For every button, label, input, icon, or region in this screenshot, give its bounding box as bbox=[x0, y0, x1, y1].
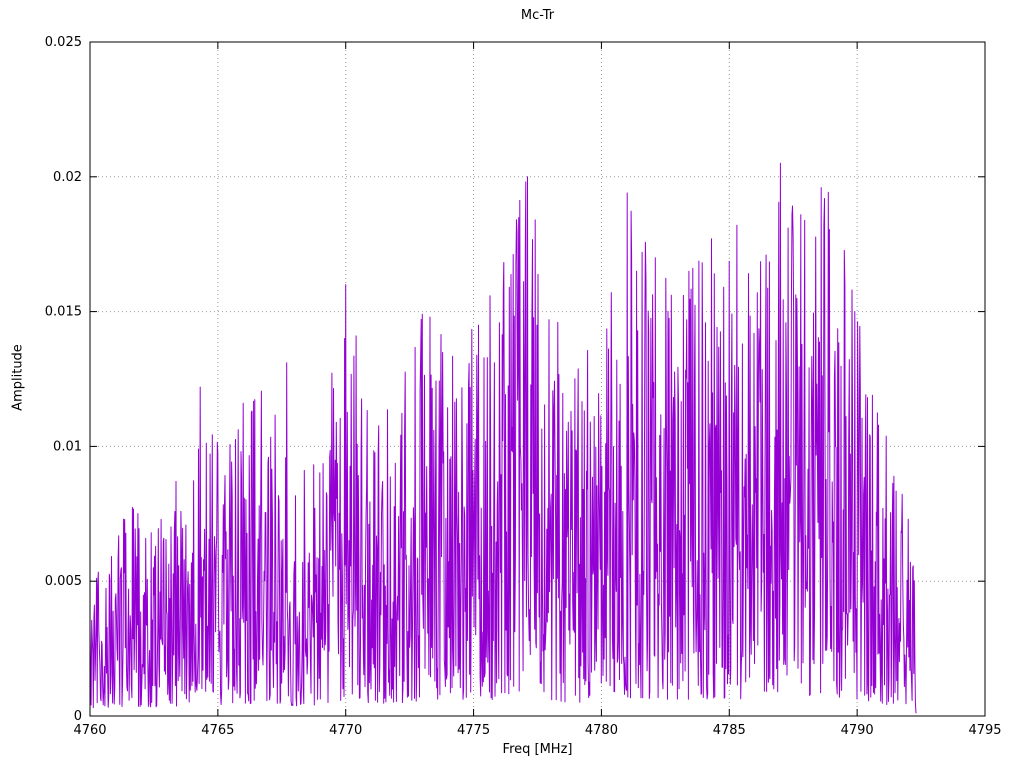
x-tick-label: 4780 bbox=[585, 723, 618, 738]
x-tick-labels: 4760 4765 4770 4775 4780 4785 4790 4795 bbox=[73, 723, 1001, 738]
spectrum-trace bbox=[89, 162, 917, 714]
y-tick-label: 0.02 bbox=[53, 170, 82, 185]
plot-border bbox=[89, 41, 986, 717]
x-tick-label: 4770 bbox=[329, 723, 362, 738]
x-axis-label: Freq [MHz] bbox=[502, 742, 573, 757]
x-tick-label: 4790 bbox=[841, 723, 874, 738]
y-tick-label: 0.01 bbox=[53, 439, 82, 454]
chart-title: Mc-Tr bbox=[520, 8, 555, 23]
x-tick-label: 4795 bbox=[968, 723, 1001, 738]
y-tick-label: 0.025 bbox=[45, 35, 82, 50]
tick-marks bbox=[89, 41, 986, 717]
x-tick-label: 4760 bbox=[73, 723, 106, 738]
x-tick-label: 4765 bbox=[201, 723, 234, 738]
x-tick-label: 4775 bbox=[457, 723, 490, 738]
y-tick-labels: 0 0.005 0.01 0.015 0.02 0.025 bbox=[45, 35, 82, 724]
y-tick-label: 0.005 bbox=[45, 574, 82, 589]
x-tick-label: 4785 bbox=[713, 723, 746, 738]
y-tick-label: 0 bbox=[74, 709, 82, 724]
y-tick-label: 0.015 bbox=[45, 305, 82, 320]
